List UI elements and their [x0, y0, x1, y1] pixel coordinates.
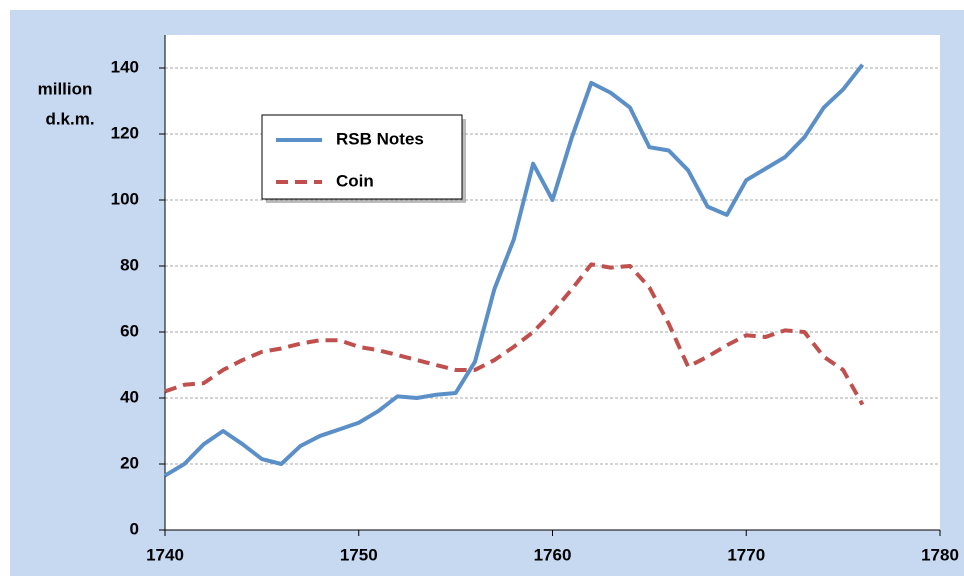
legend-label: RSB Notes [336, 129, 424, 148]
y-tick-label: 80 [120, 255, 139, 274]
x-tick-label: 1760 [534, 545, 572, 564]
y-tick-label: 40 [120, 387, 139, 406]
y-tick-label: 20 [120, 453, 139, 472]
legend: RSB Notes Coin [261, 114, 466, 203]
y-tick-label: 140 [111, 57, 139, 76]
x-tick-label: 1740 [146, 545, 184, 564]
data-line [163, 63, 865, 478]
y-tick-label: 120 [111, 123, 139, 142]
y-axis-label: d.k.m. [45, 109, 94, 128]
y-axis-label: million [38, 79, 93, 98]
y-tick-label: 100 [111, 189, 139, 208]
y-tick-label: 60 [120, 321, 139, 340]
data-line [164, 262, 865, 406]
legend-box [261, 114, 463, 200]
x-tick-label: 1750 [340, 545, 378, 564]
x-tick-label: 1780 [921, 545, 959, 564]
x-tick-label: 1770 [727, 545, 765, 564]
y-tick-label: 0 [130, 519, 139, 538]
legend-label: Coin [336, 171, 374, 190]
